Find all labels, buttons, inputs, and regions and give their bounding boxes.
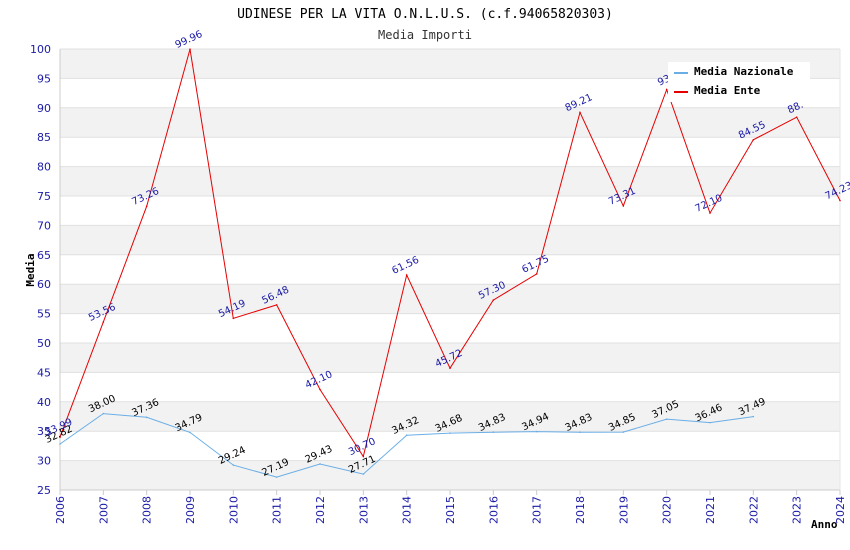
- legend: Media Nazionale Media Ente: [668, 62, 810, 102]
- point-media-nazionale-2014: [405, 434, 408, 436]
- chart-subtitle: Media Importi: [378, 28, 472, 42]
- point-media-nazionale-2017: [535, 430, 538, 433]
- y-tick-35: 35: [37, 425, 51, 438]
- x-tick-2016: 2016: [487, 496, 500, 524]
- point-media-nazionale-2007: [102, 412, 105, 415]
- legend-label-media-nazionale: Media Nazionale: [694, 65, 794, 78]
- point-media-ente-2016: [492, 299, 495, 301]
- legend-box: [668, 62, 810, 102]
- point-media-nazionale-2009: [189, 431, 191, 434]
- x-tick-2021: 2021: [704, 496, 717, 524]
- x-tick-2018: 2018: [574, 496, 587, 524]
- y-tick-30: 30: [37, 455, 51, 468]
- point-media-nazionale-2019: [622, 431, 625, 433]
- point-media-nazionale-2008: [145, 416, 148, 419]
- data-label-media-ente-2014: 61.56: [390, 255, 421, 277]
- x-tick-2012: 2012: [314, 496, 327, 524]
- y-tick-50: 50: [37, 337, 51, 350]
- point-media-ente-2019: [622, 205, 625, 207]
- point-media-nazionale-2022: [752, 415, 755, 418]
- band-25: [60, 460, 840, 490]
- data-label-media-ente-2009: 99.96: [174, 29, 205, 51]
- point-media-nazionale-2010: [232, 464, 235, 466]
- band-85: [60, 107, 840, 138]
- x-tick-2007: 2007: [97, 496, 110, 524]
- chart-title: UDINESE PER LA VITA O.N.L.U.S. (c.f.9406…: [237, 7, 613, 22]
- point-media-ente-2007: [102, 321, 105, 323]
- point-media-nazionale-2021: [709, 421, 711, 424]
- band-55: [60, 284, 840, 314]
- y-tick-100: 100: [30, 43, 51, 56]
- point-media-nazionale-2020: [665, 418, 668, 420]
- y-tick-85: 85: [37, 131, 51, 144]
- point-media-ente-2009: [189, 48, 191, 51]
- point-media-ente-2024: [839, 199, 841, 202]
- point-media-nazionale-2011: [275, 476, 278, 478]
- point-media-ente-2008: [145, 205, 148, 208]
- point-media-nazionale-2016: [492, 431, 495, 433]
- y-tick-70: 70: [37, 219, 51, 232]
- point-media-ente-2017: [535, 273, 538, 275]
- x-tick-2017: 2017: [531, 496, 544, 524]
- y-tick-40: 40: [37, 396, 51, 409]
- y-tick-25: 25: [37, 484, 51, 497]
- x-tick-2023: 2023: [791, 496, 804, 524]
- x-tick-2015: 2015: [444, 496, 457, 524]
- x-tick-2019: 2019: [617, 496, 630, 524]
- data-label-media-ente-2017: 61.75: [520, 254, 551, 276]
- point-media-ente-2014: [405, 274, 408, 276]
- point-media-ente-2018: [579, 111, 581, 114]
- point-media-ente-2012: [319, 388, 321, 391]
- x-tick-2013: 2013: [357, 496, 370, 524]
- point-media-nazionale-2013: [362, 473, 365, 475]
- point-media-nazionale-2012: [319, 463, 321, 465]
- y-tick-55: 55: [37, 308, 51, 321]
- x-tick-labels: 2006 2007 2008 2009 2010 2011 2012 2013 2014 2015…: [54, 496, 847, 524]
- y-tick-labels: 25 30 35 40 45 50 55 60 65 70 75 80 85 90 95 100: [30, 43, 51, 497]
- y-axis-label: Media: [24, 253, 37, 286]
- point-media-ente-2010: [232, 317, 235, 320]
- point-media-ente-2020: [665, 88, 668, 91]
- x-tick-2010: 2010: [227, 496, 240, 524]
- axes: [59, 49, 841, 495]
- x-axis-label: Anno: [811, 518, 838, 531]
- point-media-nazionale-2015: [449, 432, 451, 434]
- band-35: [60, 401, 840, 432]
- point-media-ente-2013: [362, 455, 365, 458]
- y-tick-45: 45: [37, 366, 51, 379]
- point-media-ente-2021: [709, 212, 711, 214]
- x-tick-2020: 2020: [661, 496, 674, 524]
- x-tick-2009: 2009: [184, 496, 197, 524]
- point-media-ente-2006: [59, 436, 61, 438]
- legend-label-media-ente: Media Ente: [694, 84, 761, 97]
- x-tick-2024: 2024: [834, 496, 847, 524]
- band-65: [60, 225, 840, 255]
- y-tick-95: 95: [37, 72, 51, 85]
- x-tick-2008: 2008: [141, 496, 154, 524]
- x-tick-2006: 2006: [54, 496, 67, 524]
- point-media-ente-2015: [449, 367, 451, 369]
- y-tick-65: 65: [37, 249, 51, 262]
- y-tick-75: 75: [37, 190, 51, 203]
- series-lines: [59, 48, 841, 478]
- x-tick-2022: 2022: [747, 496, 760, 524]
- y-tick-80: 80: [37, 161, 51, 174]
- point-media-ente-2011: [275, 304, 278, 306]
- x-tick-2011: 2011: [271, 496, 284, 524]
- band-75: [60, 166, 840, 196]
- point-media-ente-2023: [795, 116, 798, 119]
- y-tick-60: 60: [37, 278, 51, 291]
- point-media-nazionale-2006: [59, 443, 61, 445]
- point-media-nazionale-2018: [579, 431, 581, 433]
- x-tick-2014: 2014: [401, 496, 414, 524]
- background-bands: [60, 49, 840, 490]
- point-media-ente-2022: [752, 139, 755, 141]
- y-tick-90: 90: [37, 102, 51, 115]
